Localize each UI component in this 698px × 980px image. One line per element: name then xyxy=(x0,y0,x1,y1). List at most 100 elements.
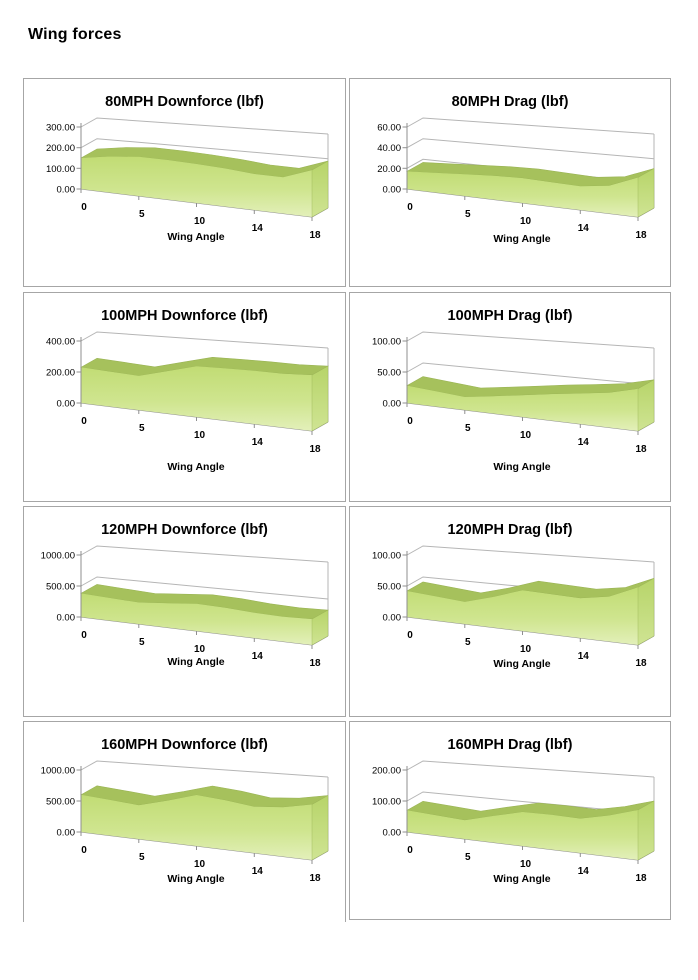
page-title: Wing forces xyxy=(28,26,122,43)
y-tick-label: 400.00 xyxy=(46,337,75,348)
chart-120mph-drag-lbf[interactable]: 0.00 50.00 100.00 0 5 10 14 18 Wing Angle 120MPH … xyxy=(349,506,671,717)
chart-canvas-120mph-downforce-lbf: 0.00 500.00 1000.00 0 5 10 14 18 Wing Angle 120MP… xyxy=(24,507,330,669)
y-tick-label: 100.00 xyxy=(372,797,401,808)
area-front-face xyxy=(407,587,638,645)
x-tick-label: 14 xyxy=(578,651,590,662)
chart-canvas-160mph-downforce-lbf: 0.00 500.00 1000.00 0 5 10 14 18 Wing Angle 160MP… xyxy=(24,722,329,885)
y-tick-label: 100.00 xyxy=(372,337,401,348)
y-tick-label: 200.00 xyxy=(46,143,75,154)
chart-canvas-120mph-drag-lbf: 0.00 50.00 100.00 0 5 10 14 18 Wing Angle 120MPH … xyxy=(350,507,655,670)
x-axis-title: Wing Angle xyxy=(493,658,550,670)
x-tick-label: 14 xyxy=(252,651,264,662)
area-side-face xyxy=(311,609,329,646)
chart-80mph-downforce-lbf[interactable]: 0.00 100.00 200.00 300.00 0 5 10 14 18 Wing Angle… xyxy=(23,78,346,287)
chart-title: 80MPH Downforce (lbf) xyxy=(105,94,264,110)
gridline xyxy=(406,545,655,563)
x-axis-title: Wing Angle xyxy=(167,231,224,243)
area-front-face xyxy=(407,385,638,431)
gridline xyxy=(406,331,655,349)
x-tick-label: 14 xyxy=(578,437,590,448)
y-tick-label: 50.00 xyxy=(377,582,401,593)
x-tick-label: 18 xyxy=(309,230,321,241)
x-tick-label: 14 xyxy=(578,223,590,234)
y-tick-label: 0.00 xyxy=(57,613,76,624)
chart-100mph-downforce-lbf[interactable]: 0.00 200.00 400.00 0 5 10 14 18 Wing Angle 100MPH… xyxy=(23,292,346,502)
chart-title: 120MPH Downforce (lbf) xyxy=(101,522,268,538)
chart-160mph-drag-lbf[interactable]: 0.00 100.00 200.00 0 5 10 14 18 Wing Angle 160MPH… xyxy=(349,721,671,920)
x-tick-label: 10 xyxy=(194,644,206,655)
x-tick-label: 14 xyxy=(252,437,264,448)
x-tick-label: 10 xyxy=(520,430,532,441)
y-tick-label: 1000.00 xyxy=(41,551,75,562)
x-axis-title: Wing Angle xyxy=(167,461,224,473)
y-tick-label: 60.00 xyxy=(377,123,401,134)
gridline xyxy=(80,331,329,349)
y-tick-label: 100.00 xyxy=(46,164,75,175)
area-front-face xyxy=(81,794,312,860)
y-tick-label: 40.00 xyxy=(377,143,401,154)
y-tick-label: 0.00 xyxy=(383,613,402,624)
x-tick-label: 18 xyxy=(309,873,321,884)
gridline xyxy=(406,138,655,160)
x-tick-label: 5 xyxy=(139,852,145,863)
area-side-face xyxy=(637,379,655,432)
x-tick-label: 5 xyxy=(139,209,145,220)
x-axis-title: Wing Angle xyxy=(167,873,224,885)
y-tick-label: 200.00 xyxy=(46,368,75,379)
chart-title: 100MPH Downforce (lbf) xyxy=(101,308,268,324)
x-tick-label: 0 xyxy=(81,202,87,213)
chart-title: 160MPH Drag (lbf) xyxy=(448,737,573,753)
x-tick-label: 14 xyxy=(578,866,590,877)
chart-canvas-160mph-drag-lbf: 0.00 100.00 200.00 0 5 10 14 18 Wing Angle 160MPH… xyxy=(350,722,655,885)
y-tick-label: 200.00 xyxy=(372,766,401,777)
chart-120mph-downforce-lbf[interactable]: 0.00 500.00 1000.00 0 5 10 14 18 Wing Angle 120MP… xyxy=(23,506,346,717)
chart-160mph-downforce-lbf[interactable]: 0.00 500.00 1000.00 0 5 10 14 18 Wing Angle 160MP… xyxy=(23,721,346,922)
area-side-face xyxy=(311,795,329,861)
x-tick-label: 0 xyxy=(81,845,87,856)
x-axis-title: Wing Angle xyxy=(167,656,224,668)
area-side-face xyxy=(637,168,655,218)
chart-canvas-80mph-downforce-lbf: 0.00 100.00 200.00 300.00 0 5 10 14 18 Wing Angle… xyxy=(24,79,329,243)
gridline xyxy=(80,760,329,778)
y-tick-label: 0.00 xyxy=(383,828,402,839)
y-tick-label: 1000.00 xyxy=(41,766,75,777)
area-side-face xyxy=(637,577,655,646)
chart-title: 100MPH Drag (lbf) xyxy=(448,308,573,324)
chart-canvas-100mph-drag-lbf: 0.00 50.00 100.00 0 5 10 14 18 Wing Angle 100MPH … xyxy=(350,293,655,473)
chart-80mph-drag-lbf[interactable]: 0.00 20.00 40.00 60.00 0 5 10 14 18 Wing Angle 80M… xyxy=(349,78,671,287)
y-tick-label: 500.00 xyxy=(46,797,75,808)
gridline xyxy=(80,576,329,600)
x-tick-label: 18 xyxy=(309,444,321,455)
gridline xyxy=(80,138,329,160)
y-tick-label: 0.00 xyxy=(57,185,76,196)
area-front-face xyxy=(81,366,312,431)
x-tick-label: 10 xyxy=(520,216,532,227)
gridline xyxy=(406,760,655,778)
y-tick-label: 0.00 xyxy=(383,399,402,410)
x-tick-label: 5 xyxy=(139,423,145,434)
chart-100mph-drag-lbf[interactable]: 0.00 50.00 100.00 0 5 10 14 18 Wing Angle 100MPH … xyxy=(349,292,671,502)
chart-canvas-80mph-drag-lbf: 0.00 20.00 40.00 60.00 0 5 10 14 18 Wing Angle 80M… xyxy=(350,79,655,245)
x-tick-label: 10 xyxy=(520,859,532,870)
gridline xyxy=(80,545,329,563)
area-side-face xyxy=(311,160,329,218)
gridline xyxy=(406,362,655,386)
x-tick-label: 0 xyxy=(407,416,413,427)
chart-canvas-100mph-downforce-lbf: 0.00 200.00 400.00 0 5 10 14 18 Wing Angle 100MPH… xyxy=(24,293,330,473)
gridline xyxy=(80,117,329,135)
x-tick-label: 14 xyxy=(252,223,264,234)
y-tick-label: 0.00 xyxy=(57,399,76,410)
x-tick-label: 5 xyxy=(465,209,471,220)
x-tick-label: 14 xyxy=(252,866,264,877)
x-tick-label: 10 xyxy=(194,859,206,870)
x-tick-label: 0 xyxy=(81,416,87,427)
y-tick-label: 50.00 xyxy=(377,368,401,379)
x-tick-label: 18 xyxy=(635,658,647,669)
x-tick-label: 18 xyxy=(635,230,647,241)
x-tick-label: 18 xyxy=(635,873,647,884)
x-tick-label: 18 xyxy=(309,658,321,669)
x-tick-label: 5 xyxy=(465,637,471,648)
y-tick-label: 300.00 xyxy=(46,123,75,134)
x-tick-label: 10 xyxy=(194,430,206,441)
